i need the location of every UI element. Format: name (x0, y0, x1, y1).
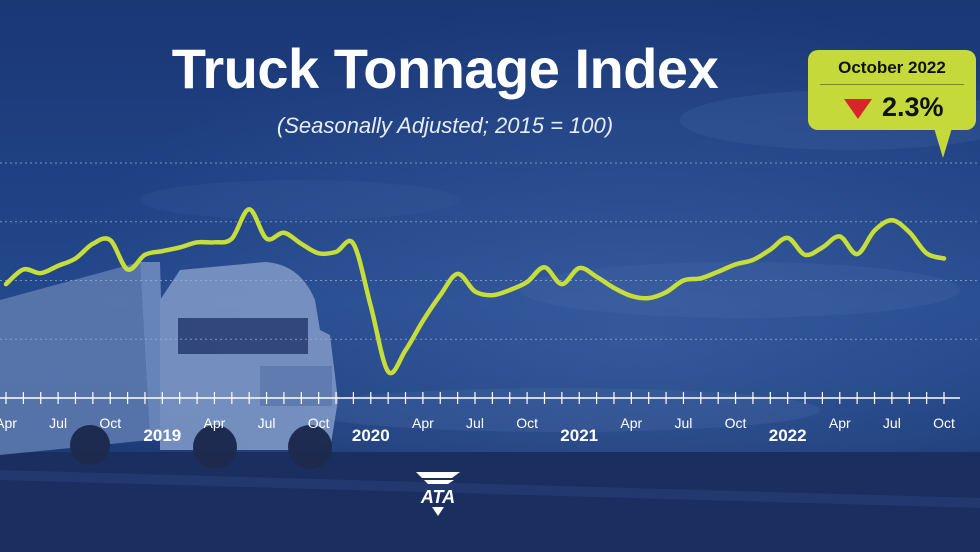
month-label-Jul-27: Jul (466, 415, 484, 431)
callout-pointer (934, 128, 952, 158)
year-label-2020-21: 2020 (352, 426, 390, 445)
down-triangle-icon (844, 99, 872, 119)
callout-month: October 2022 (838, 58, 946, 77)
month-label-Oct-6: Oct (99, 415, 121, 431)
chart-subtitle: (Seasonally Adjusted; 2015 = 100) (276, 113, 614, 138)
tonnage-series-line (3, 207, 947, 376)
month-label-Apr-36: Apr (620, 415, 642, 431)
month-label-Oct-42: Oct (725, 415, 747, 431)
month-label-Jul-3: Jul (49, 415, 67, 431)
month-label-Oct-18: Oct (308, 415, 330, 431)
year-label-2019-9: 2019 (143, 426, 181, 445)
month-label-Jul-39: Jul (674, 415, 692, 431)
chart-title: Truck Tonnage Index (171, 37, 719, 100)
truck-silhouette (0, 262, 338, 469)
change-callout: October 2022 2.3% (808, 50, 976, 130)
year-label-2021-33: 2021 (560, 426, 598, 445)
month-label-Oct-30: Oct (516, 415, 538, 431)
ata-logo-text: ATA (420, 487, 455, 507)
month-label-Jul-51: Jul (883, 415, 901, 431)
month-label-Apr-24: Apr (412, 415, 434, 431)
callout-divider (820, 84, 964, 85)
month-label-Oct-54: Oct (933, 415, 955, 431)
callout-change-value: 2.3% (882, 92, 944, 122)
ata-logo-icon: ATA (416, 472, 460, 516)
month-label-Apr-12: Apr (204, 415, 226, 431)
month-label-Apr-0: Apr (0, 415, 17, 431)
month-label-Jul-15: Jul (258, 415, 276, 431)
month-label-Apr-48: Apr (829, 415, 851, 431)
year-label-2022-45: 2022 (769, 426, 807, 445)
